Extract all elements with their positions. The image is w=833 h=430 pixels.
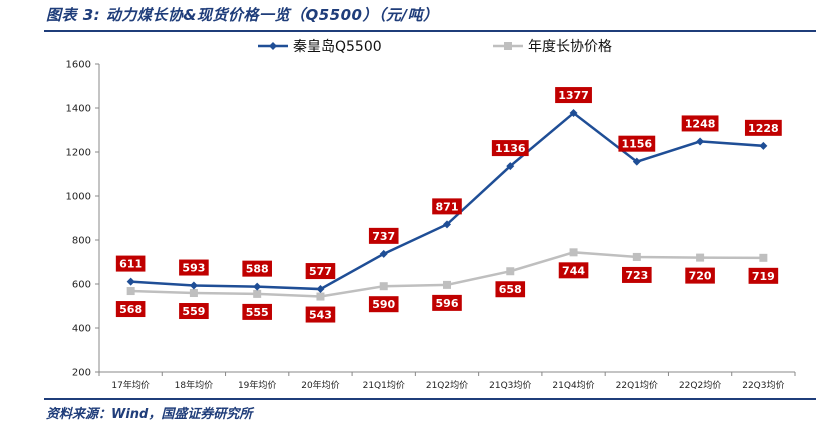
y-tick-label: 600	[72, 280, 91, 291]
point-marker	[759, 141, 768, 150]
point-marker	[189, 289, 198, 298]
data-label: 871	[436, 200, 459, 213]
legend-square-marker	[504, 42, 512, 50]
point-marker	[379, 249, 388, 258]
x-tick-label: 18年均价	[175, 379, 213, 391]
point-marker	[759, 253, 768, 262]
y-tick-label: 1400	[66, 104, 91, 115]
y-tick-label: 1000	[66, 192, 91, 203]
data-label-box	[618, 135, 656, 152]
x-tick-label: 19年均价	[238, 379, 276, 391]
legend-diamond-marker	[269, 42, 277, 50]
point-marker	[506, 267, 515, 276]
data-label-box	[622, 266, 652, 283]
data-label: 611	[119, 258, 142, 271]
data-label-box	[179, 303, 209, 320]
point-marker	[253, 289, 262, 298]
point-marker	[632, 157, 641, 166]
point-marker	[569, 109, 578, 118]
data-label-box	[685, 267, 715, 284]
point-marker	[189, 281, 198, 290]
data-label-box	[558, 262, 589, 279]
point-marker	[443, 280, 451, 289]
data-label: 737	[372, 230, 395, 243]
x-tick-label: 17年均价	[111, 379, 149, 391]
data-label: 593	[182, 262, 205, 275]
point-marker	[506, 162, 515, 171]
data-label-box	[681, 115, 719, 132]
caption-divider	[44, 30, 816, 32]
data-label: 596	[436, 297, 459, 310]
point-marker	[696, 137, 705, 146]
data-label: 744	[562, 264, 585, 277]
data-label-box	[368, 296, 399, 313]
point-marker	[632, 252, 641, 261]
data-label: 1228	[748, 122, 779, 135]
data-label: 555	[246, 306, 269, 319]
data-label-box	[495, 281, 526, 298]
data-label: 568	[119, 303, 142, 316]
x-tick-label: 22Q2均价	[679, 379, 721, 391]
y-tick-label: 1600	[66, 60, 91, 71]
data-labels: 611 593 588 577 737 871 1136 1377 1156 1248 1228 56…	[115, 87, 782, 323]
legend: 秦皇岛Q5500 年度长协价格	[258, 39, 612, 55]
series-line	[130, 251, 764, 298]
x-tick-label: 21Q3均价	[489, 379, 531, 391]
data-label-box	[179, 259, 209, 276]
data-label: 559	[182, 305, 205, 318]
x-tick-label: 21Q2均价	[426, 379, 468, 391]
point-marker	[379, 282, 388, 291]
figure-caption: 图表 3: 动力煤长协&现货价格一览（Q5500）（元/吨）	[46, 6, 439, 24]
series-layer	[126, 109, 768, 301]
data-label-box	[115, 255, 146, 272]
data-label: 588	[246, 263, 269, 276]
data-label: 1248	[685, 117, 716, 130]
x-tick-label: 20年均价	[301, 379, 339, 391]
x-tick-label: 21Q1均价	[363, 379, 405, 391]
data-label-box	[242, 260, 272, 277]
point-marker	[316, 292, 325, 301]
data-label: 720	[689, 270, 712, 283]
data-label: 1156	[622, 138, 653, 151]
point-marker	[316, 285, 325, 294]
data-label: 590	[372, 298, 395, 311]
data-label-box	[748, 267, 779, 284]
data-label: 723	[625, 269, 648, 282]
data-label-box	[432, 294, 462, 311]
data-label: 658	[499, 283, 522, 296]
source-divider	[44, 398, 816, 400]
y-tick-label: 400	[72, 324, 91, 335]
data-label-box	[432, 198, 462, 215]
legend-label: 秦皇岛Q5500	[293, 39, 382, 55]
x-tick-label: 22Q1均价	[616, 379, 658, 391]
legend-label: 年度长协价格	[528, 39, 612, 55]
point-marker	[126, 277, 135, 286]
data-label: 719	[752, 270, 775, 283]
data-label-box	[491, 140, 529, 157]
point-marker	[443, 220, 451, 229]
data-label: 1377	[558, 89, 589, 102]
data-label-box	[744, 119, 782, 136]
data-label: 577	[309, 265, 332, 278]
x-tick-label: 21Q4均价	[552, 379, 594, 391]
y-tick-label: 1200	[66, 148, 91, 159]
x-tick-label: 22Q3均价	[742, 379, 784, 391]
data-label-box	[242, 303, 272, 320]
y-tick-label: 800	[72, 236, 91, 247]
point-marker	[569, 248, 578, 257]
data-label-box	[115, 301, 146, 318]
axes: 200 400 600 800 1000 1200 1400 1600 17年均价 18年均价 19…	[66, 60, 796, 391]
data-label-box	[305, 263, 336, 280]
data-label: 1136	[495, 142, 526, 155]
data-label-box	[305, 306, 336, 323]
point-marker	[126, 287, 135, 296]
point-marker	[253, 282, 262, 291]
data-label-box	[555, 87, 592, 104]
data-label-box	[368, 227, 399, 244]
point-marker	[696, 253, 705, 262]
y-tick-label: 200	[72, 368, 91, 379]
source-note: 资料来源：Wind，国盛证券研究所	[46, 407, 253, 422]
data-label: 543	[309, 309, 332, 322]
